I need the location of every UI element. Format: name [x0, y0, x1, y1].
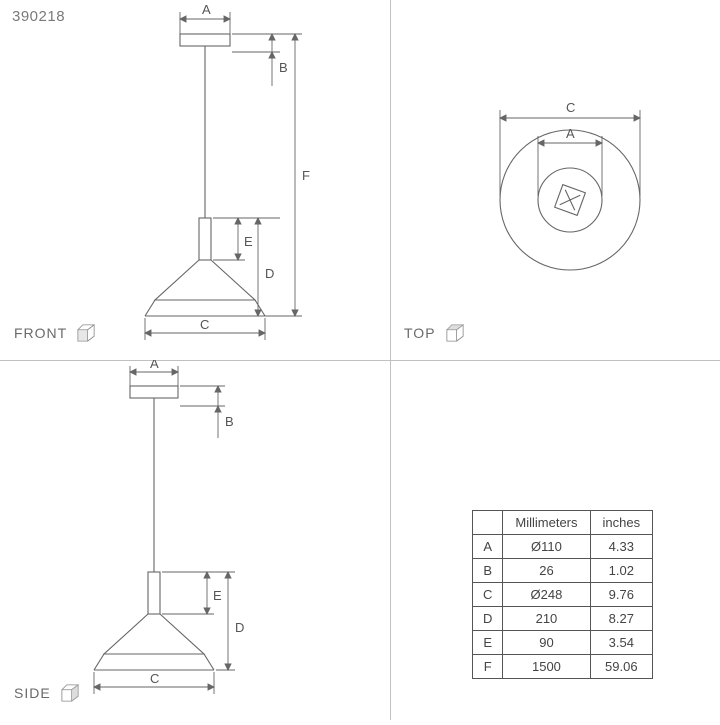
row-key: C [473, 583, 503, 607]
row-in: 9.76 [590, 583, 653, 607]
cube-icon-top [442, 320, 468, 346]
front-drawing: A B F [0, 0, 390, 360]
layout-grid: A B F [0, 0, 720, 720]
row-mm: 90 [503, 631, 590, 655]
row-key: D [473, 607, 503, 631]
dim-c-front: C [200, 317, 209, 332]
view-label-side-text: SIDE [14, 685, 51, 701]
table-row: A Ø110 4.33 [473, 535, 653, 559]
cell-side: A B D [0, 360, 390, 720]
row-key: A [473, 535, 503, 559]
dim-e-side: E [213, 588, 222, 603]
row-in: 8.27 [590, 607, 653, 631]
dim-d-side: D [235, 620, 244, 635]
row-in: 3.54 [590, 631, 653, 655]
cell-table: Millimeters inches A Ø110 4.33 B 26 1.02… [390, 360, 720, 720]
dim-e-front: E [244, 234, 253, 249]
view-label-top-text: TOP [404, 325, 436, 341]
dim-a-front: A [202, 2, 211, 17]
table-row: B 26 1.02 [473, 559, 653, 583]
table-row: D 210 8.27 [473, 607, 653, 631]
table-header-row: Millimeters inches [473, 511, 653, 535]
dim-a-side: A [150, 360, 159, 371]
view-label-top: TOP [404, 320, 468, 346]
dim-a-top: A [566, 126, 575, 141]
dim-f-front: F [302, 168, 310, 183]
table-row: E 90 3.54 [473, 631, 653, 655]
row-key: E [473, 631, 503, 655]
row-mm: 210 [503, 607, 590, 631]
table-row: F 1500 59.06 [473, 655, 653, 679]
row-in: 1.02 [590, 559, 653, 583]
th-mm: Millimeters [503, 511, 590, 535]
top-drawing: C A [390, 0, 720, 360]
row-in: 59.06 [590, 655, 653, 679]
dim-d-front: D [265, 266, 274, 281]
view-label-side: SIDE [14, 680, 83, 706]
dimensions-table: Millimeters inches A Ø110 4.33 B 26 1.02… [472, 510, 653, 679]
dim-c-top: C [566, 100, 575, 115]
cube-icon-front [73, 320, 99, 346]
cell-top: C A TOP [390, 0, 720, 360]
row-mm: Ø110 [503, 535, 590, 559]
row-mm: Ø248 [503, 583, 590, 607]
row-mm: 1500 [503, 655, 590, 679]
dim-b-side: B [225, 414, 234, 429]
row-key: B [473, 559, 503, 583]
side-drawing: A B D [0, 360, 390, 720]
cell-front: A B F [0, 0, 390, 360]
cube-icon-side [57, 680, 83, 706]
dim-c-side: C [150, 671, 159, 686]
view-label-front: FRONT [14, 320, 99, 346]
row-in: 4.33 [590, 535, 653, 559]
view-label-front-text: FRONT [14, 325, 67, 341]
row-key: F [473, 655, 503, 679]
row-mm: 26 [503, 559, 590, 583]
table-row: C Ø248 9.76 [473, 583, 653, 607]
dim-b-front: B [279, 60, 288, 75]
th-in: inches [590, 511, 653, 535]
